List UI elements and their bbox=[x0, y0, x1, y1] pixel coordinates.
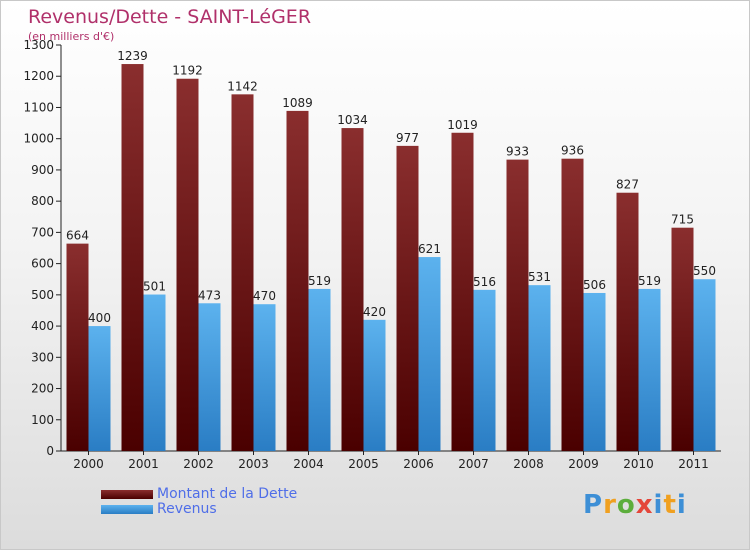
bar-revenus bbox=[143, 294, 166, 451]
x-tick-label: 2002 bbox=[183, 457, 214, 471]
data-label: 531 bbox=[528, 270, 551, 284]
y-tick-label: 800 bbox=[31, 194, 54, 208]
bar-dette bbox=[396, 145, 419, 452]
legend-label-dette: Montant de la Dette bbox=[157, 486, 298, 502]
data-label: 936 bbox=[561, 144, 584, 158]
logo-letter: x bbox=[635, 490, 654, 520]
legend-item-dette: Montant de la Dette bbox=[101, 487, 297, 502]
x-axis: 2000 2001 2002 2003 2004 2005 2006 2007 2008 2009… bbox=[61, 450, 721, 471]
data-label: 715 bbox=[671, 213, 694, 227]
logo-letter: i bbox=[676, 490, 687, 520]
logo-letter: r bbox=[603, 490, 617, 520]
y-tick-label: 900 bbox=[31, 163, 54, 177]
bar-revenus bbox=[198, 303, 221, 451]
bars bbox=[66, 64, 716, 452]
bar-dette bbox=[451, 132, 474, 451]
bar-dette bbox=[561, 158, 584, 451]
data-label: 400 bbox=[88, 311, 111, 325]
bar-revenus bbox=[363, 319, 386, 451]
data-label: 516 bbox=[473, 275, 496, 289]
x-tick-label: 2010 bbox=[623, 457, 654, 471]
data-label: 1034 bbox=[337, 113, 368, 127]
x-tick-label: 2009 bbox=[568, 457, 599, 471]
x-tick-label: 2003 bbox=[238, 457, 269, 471]
data-label: 1019 bbox=[447, 118, 478, 132]
data-label: 550 bbox=[693, 264, 716, 278]
legend-swatch-revenus bbox=[101, 505, 153, 514]
data-label: 506 bbox=[583, 278, 606, 292]
bar-dette bbox=[231, 94, 254, 452]
data-label: 473 bbox=[198, 288, 221, 302]
data-label: 977 bbox=[396, 131, 419, 145]
bar-dette bbox=[176, 78, 199, 451]
bar-dette bbox=[671, 227, 694, 451]
chart-title: Revenus/Dette - SAINT-LéGER bbox=[28, 6, 312, 28]
y-tick-label: 300 bbox=[31, 350, 54, 364]
legend-label-revenus: Revenus bbox=[157, 501, 217, 517]
legend-item-revenus: Revenus bbox=[101, 502, 297, 517]
x-tick-label: 2008 bbox=[513, 457, 544, 471]
bar-dette bbox=[121, 64, 144, 451]
data-label: 1089 bbox=[282, 96, 313, 110]
chart-unit-label: (en milliers d'€) bbox=[28, 30, 115, 43]
x-tick-label: 2004 bbox=[293, 457, 324, 471]
bar-dette bbox=[341, 128, 364, 451]
logo-letter: o bbox=[616, 490, 636, 520]
bar-revenus bbox=[583, 292, 606, 451]
data-labels: 664 400 1239 501 1192 473 1142 470 1089 519 1034 42… bbox=[66, 49, 716, 325]
bar-dette bbox=[506, 159, 529, 451]
bar-dette bbox=[66, 243, 89, 451]
y-tick-label: 1000 bbox=[23, 132, 54, 146]
y-tick-label: 100 bbox=[31, 413, 54, 427]
data-label: 501 bbox=[143, 280, 166, 294]
data-label: 420 bbox=[363, 305, 386, 319]
legend-swatch-dette bbox=[101, 490, 153, 499]
bar-dette bbox=[286, 110, 309, 452]
data-label: 1192 bbox=[172, 64, 203, 78]
y-tick-label: 500 bbox=[31, 288, 54, 302]
x-tick-label: 2000 bbox=[73, 457, 104, 471]
x-tick-label: 2001 bbox=[128, 457, 159, 471]
y-tick-label: 400 bbox=[31, 319, 54, 333]
data-label: 664 bbox=[66, 229, 89, 243]
data-label: 519 bbox=[308, 274, 331, 288]
y-tick-label: 700 bbox=[31, 225, 54, 239]
bar-dette bbox=[616, 192, 639, 451]
bar-revenus bbox=[473, 289, 496, 451]
y-axis: 0 100 200 300 400 500 600 700 800 900 1000 1100 1200… bbox=[23, 38, 62, 458]
bar-revenus bbox=[308, 288, 331, 451]
legend: Montant de la Dette Revenus bbox=[101, 487, 297, 517]
bar-revenus bbox=[253, 304, 276, 451]
data-label: 1142 bbox=[227, 79, 258, 93]
data-label: 621 bbox=[418, 242, 441, 256]
proxiti-logo: Proxiti bbox=[583, 490, 687, 520]
data-label: 519 bbox=[638, 274, 661, 288]
y-tick-label: 0 bbox=[46, 444, 54, 458]
bar-revenus bbox=[88, 326, 111, 451]
logo-letter: t bbox=[663, 490, 677, 520]
bar-revenus bbox=[418, 257, 441, 451]
logo-letter: P bbox=[583, 490, 604, 520]
y-tick-label: 1100 bbox=[23, 100, 54, 114]
y-tick-label: 200 bbox=[31, 382, 54, 396]
x-tick-label: 2007 bbox=[458, 457, 489, 471]
data-label: 827 bbox=[616, 178, 639, 192]
y-tick-label: 1300 bbox=[23, 38, 54, 52]
bar-revenus bbox=[693, 279, 716, 451]
y-tick-label: 600 bbox=[31, 257, 54, 271]
bar-revenus bbox=[638, 288, 661, 451]
x-tick-label: 2006 bbox=[403, 457, 434, 471]
data-label: 470 bbox=[253, 289, 276, 303]
data-label: 933 bbox=[506, 145, 529, 159]
y-tick-label: 1200 bbox=[23, 69, 54, 83]
x-tick-label: 2005 bbox=[348, 457, 379, 471]
x-tick-label: 2011 bbox=[678, 457, 709, 471]
data-label: 1239 bbox=[117, 49, 148, 63]
logo-letter: i bbox=[653, 490, 664, 520]
bar-revenus bbox=[528, 285, 551, 451]
